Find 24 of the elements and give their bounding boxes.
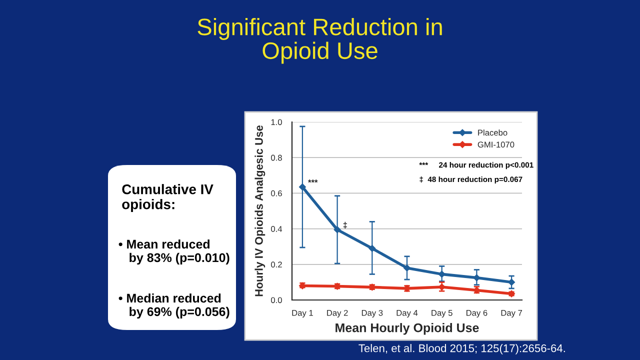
legend-label: Placebo — [478, 130, 508, 136]
text: Cumulative IV opioids: — [122, 184, 214, 212]
x-tick-label: Day 3 — [362, 310, 383, 318]
annotation: ‡ — [343, 222, 347, 229]
y-tick-label: 0.6 — [271, 190, 282, 196]
x-tick-label: Day 4 — [396, 310, 418, 318]
text: Telen, et al. Blood 2015; 125(17):2656-64. — [358, 344, 565, 354]
y-tick-label: 0.0 — [271, 297, 282, 304]
y-tick-label: 1.0 — [271, 119, 282, 126]
x-tick-label: Day 2 — [327, 310, 348, 318]
annotation: *** — [308, 180, 318, 183]
y-tick-label: 0.2 — [271, 262, 282, 268]
x-tick-label: Day 6 — [466, 310, 488, 318]
y-tick-label: 0.4 — [271, 226, 282, 232]
legend-label: GMI-1070 — [478, 142, 514, 148]
chart-title: Significant Reduction in Opioid Use — [198, 18, 442, 64]
text: • Mean reduced by 83% (p=0.010) — [118, 239, 230, 265]
x-axis-title: Mean Hourly Opioid Use — [336, 323, 479, 335]
text: • Median reduced by 69% (p=0.056) — [118, 293, 230, 319]
y-tick-label: 0.8 — [271, 154, 282, 161]
x-tick-label: Day 5 — [432, 310, 452, 318]
x-tick-label: Day 1 — [292, 310, 313, 318]
x-tick-label: Day 7 — [501, 310, 522, 318]
y-axis-title: Hourly IV Opioids Analgesic Use — [254, 125, 266, 296]
